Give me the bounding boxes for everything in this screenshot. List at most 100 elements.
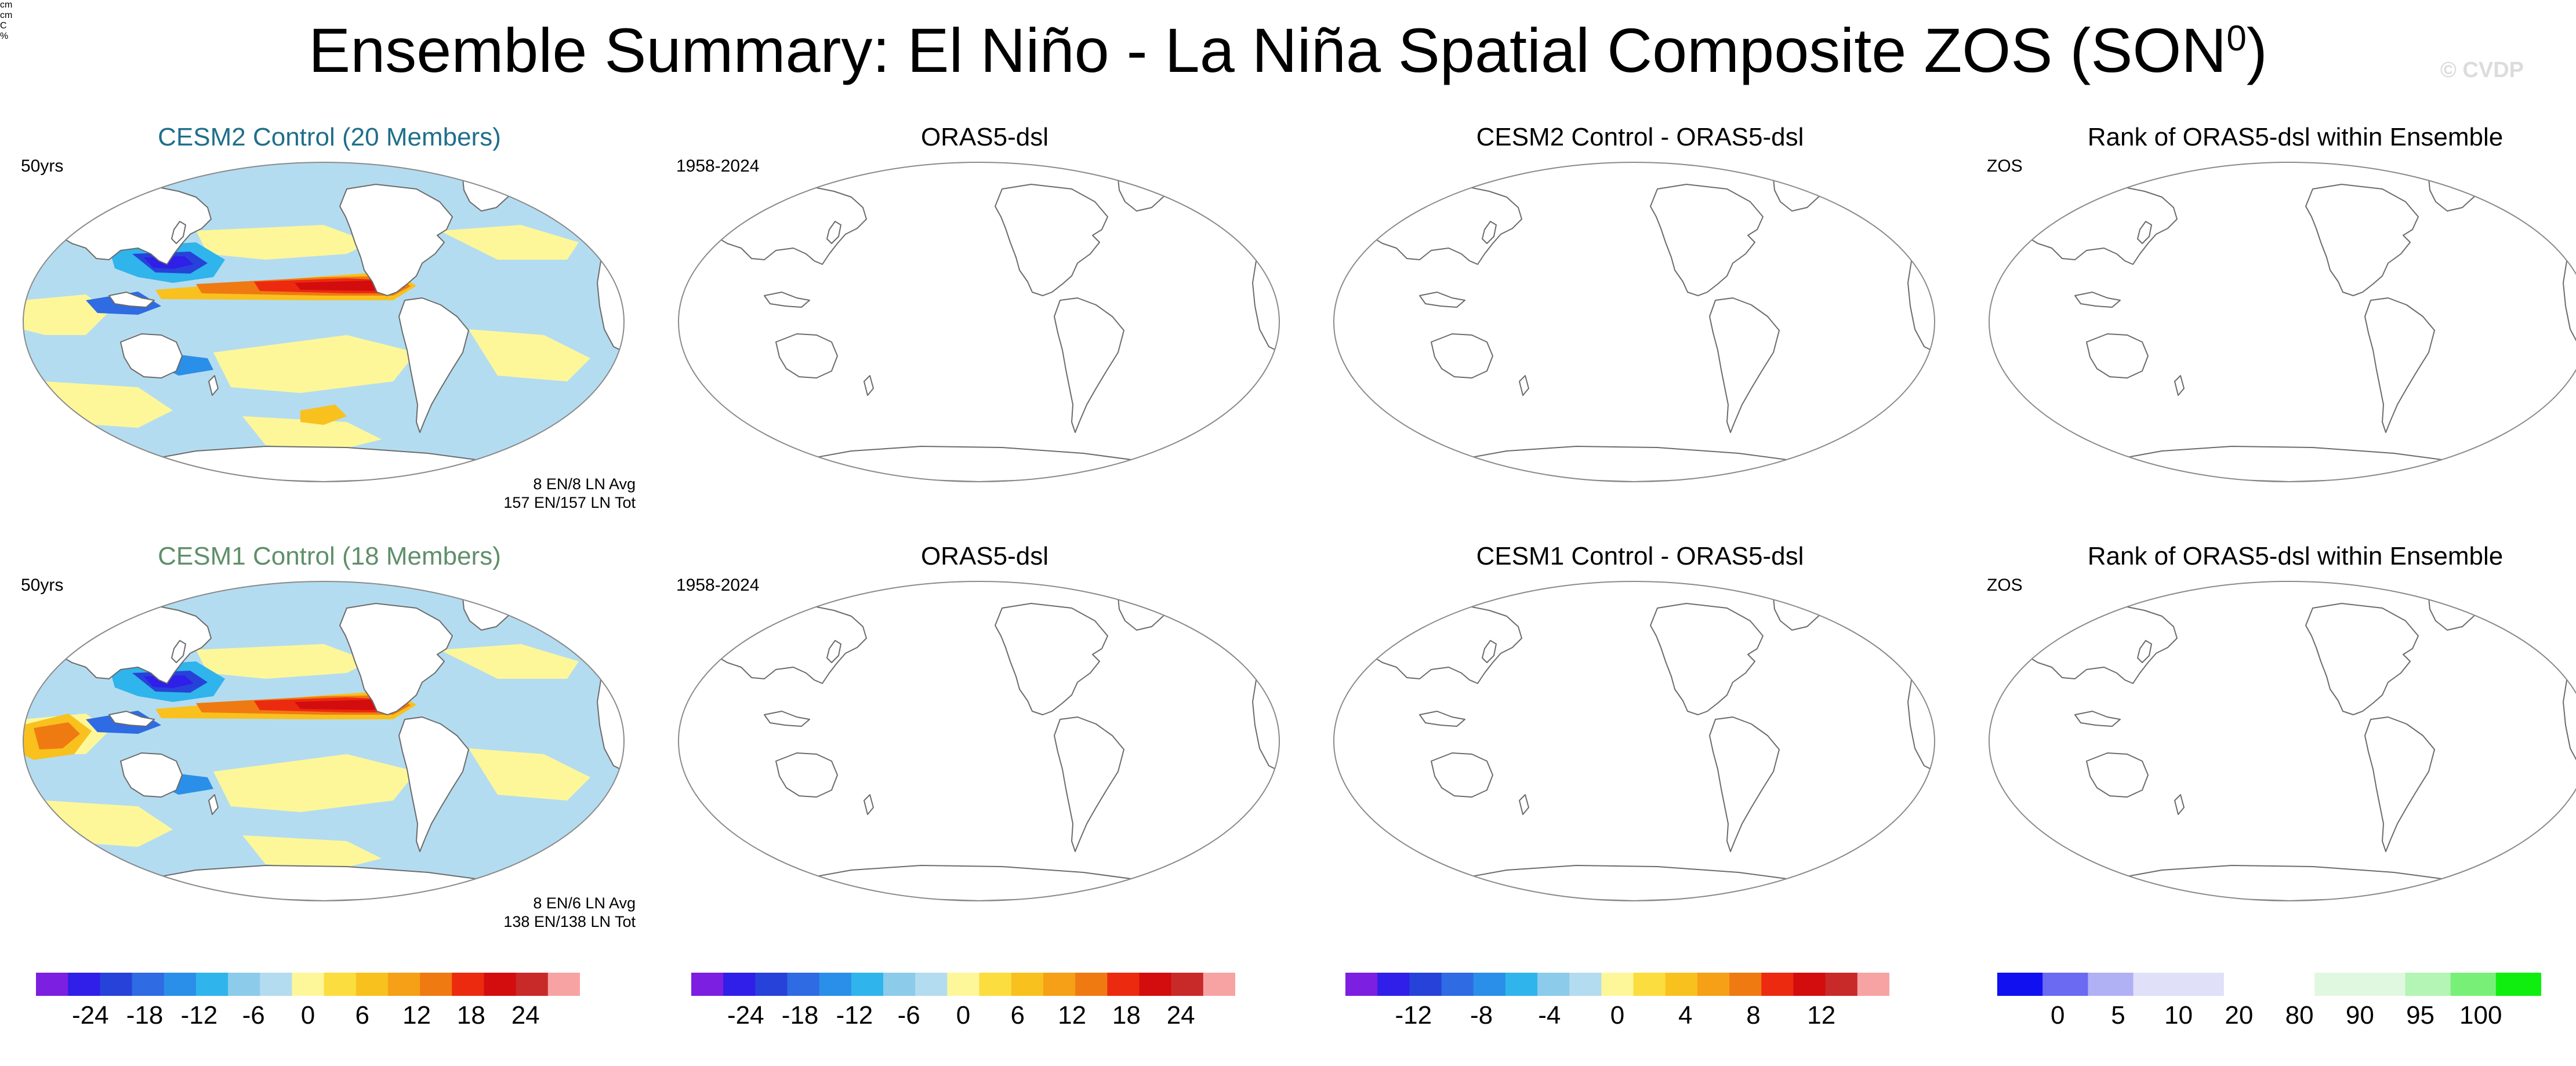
coastline-namerica [1650,184,1764,296]
colorbar-swatch [1633,973,1666,996]
colorbar-swatch [723,973,756,996]
colorbar-swatch [2405,973,2451,996]
note-total: 157 EN/157 LN Tot [503,493,636,511]
panel-title: CESM2 Control (20 Members) [158,123,501,151]
colorbar-tick-label: -6 [242,1001,265,1029]
colorbar-unit: cm [0,10,13,20]
coastline-japan [826,640,841,663]
colorbar-swatch [1825,973,1858,996]
panel-title: ORAS5-dsl [920,542,1049,570]
colorbar-swatch [2178,973,2225,996]
coastline-namerica [995,603,1108,715]
coastline-samerica [398,716,469,852]
anomaly-contour [300,405,347,425]
colorbar-tick-label: -18 [781,1001,819,1029]
colorbar-tick-label: 12 [1807,1001,1836,1029]
coastline-samerica [1054,716,1124,852]
colorbar-tick-label: -24 [72,1001,109,1029]
colorbar: -12 -8 -4 0 4 8 12 [1345,973,1890,1034]
colorbar-tick-label: 20 [2225,1001,2254,1029]
colorbar-swatch [2223,973,2270,996]
coastline-nz [208,375,219,396]
map-clip-group [1989,173,2576,482]
colorbar-tick-label: 0 [956,1001,971,1029]
colorbar-swatch [1997,973,2043,996]
colorbar-swatch [1075,973,1108,996]
panel-left-label: 50yrs [21,576,64,595]
colorbar-swatch [2269,973,2315,996]
colorbar-tick-label: -8 [1470,1001,1493,1029]
map-outline [1333,581,1935,901]
colorbar-swatch [1793,973,1826,996]
world-map [23,581,625,901]
colorbar-tick-label: 5 [2111,1001,2125,1029]
colorbar-swatch [516,973,549,996]
coastline-africa [2563,670,2576,772]
colorbar-swatch [1107,973,1140,996]
anomaly-contour [213,754,416,812]
colorbar-swatch [1043,973,1076,996]
colorbar-row: -24 -18 -12 -6 0 6 12 18 24 cm -24 -18 -12 -6 0 6 12 18 24… [0,0,2576,1029]
coastline-namerica [339,184,453,296]
coastline-indonesia [108,711,155,727]
colorbar-tick-label: 0 [2050,1001,2065,1029]
colorbar-swatch [355,973,389,996]
coastline-japan [1482,221,1497,244]
colorbar-swatch [2450,973,2497,996]
anomaly-contour [242,835,382,870]
world-map [678,581,1280,901]
world-map [1989,162,2576,482]
map-clip-group [1989,592,2576,901]
colorbar-swatch [691,973,724,996]
colorbar: 0 5 10 20 80 90 95 100 [1997,973,2542,1034]
colorbar-swatch [1729,973,1762,996]
anomaly-contour [242,416,382,451]
map-clip-group [23,162,624,482]
coastline-europe [578,201,624,249]
panel-left-label: 1958-2024 [676,576,760,595]
colorbar-ticks: -24 -18 -12 -6 0 6 12 18 24 [691,999,1235,1034]
map-clip-group [23,581,624,901]
colorbar-tick-label: -6 [897,1001,920,1029]
coastline-namerica [2305,184,2419,296]
event-count-note: 8 EN/6 LN Avg 138 EN/138 LN Tot [503,894,636,932]
coastline-europe [1233,620,1279,668]
colorbar-swatch [915,973,948,996]
panel-title: CESM1 Control - ORAS5-dsl [1476,542,1804,570]
colorbar-swatch [228,973,260,996]
anomaly-contour [213,335,416,393]
coastline-indonesia [108,292,155,308]
colorbar-swatch [324,973,357,996]
panel-left-label: ZOS [1987,157,2023,176]
coastline-greenland [1773,592,1826,631]
map-outline [1989,581,2576,901]
colorbar-swatch [452,973,484,996]
map-outline [1989,162,2576,482]
coastline-indonesia [2074,711,2121,727]
coastline-nz [863,375,874,396]
colorbar-swatches [36,973,580,996]
coastline-nz [1519,794,1529,815]
panel-title: CESM1 Control (18 Members) [158,542,501,570]
anomaly-contour [196,644,370,679]
anomaly-contour [23,294,109,335]
coastline-samerica [1709,716,1780,852]
colorbar-swatch [2133,973,2179,996]
coastline-indonesia [1419,711,1465,727]
coastline-indonesia [1419,292,1465,308]
coastline-namerica [1650,603,1764,715]
coastline-europe [1233,201,1279,249]
colorbar-swatches [1997,973,2542,996]
colorbar-swatch [1409,973,1442,996]
colorbar-swatch [1505,973,1538,996]
coastline-australia [2086,752,2149,798]
colorbar-ticks: -12 -8 -4 0 4 8 12 [1345,999,1889,1034]
colorbar-tick-label: -18 [126,1001,164,1029]
coastline-greenland [2428,173,2481,212]
colorbar-swatch [1011,973,1044,996]
colorbar-swatch [100,973,133,996]
colorbar-tick-label: 24 [511,1001,540,1029]
map-panel: CESM2 Control (20 Members) 50yrs 8 EN/8 LN… [10,123,648,529]
coastline-japan [2137,640,2152,663]
colorbar-tick-label: 18 [1112,1001,1141,1029]
